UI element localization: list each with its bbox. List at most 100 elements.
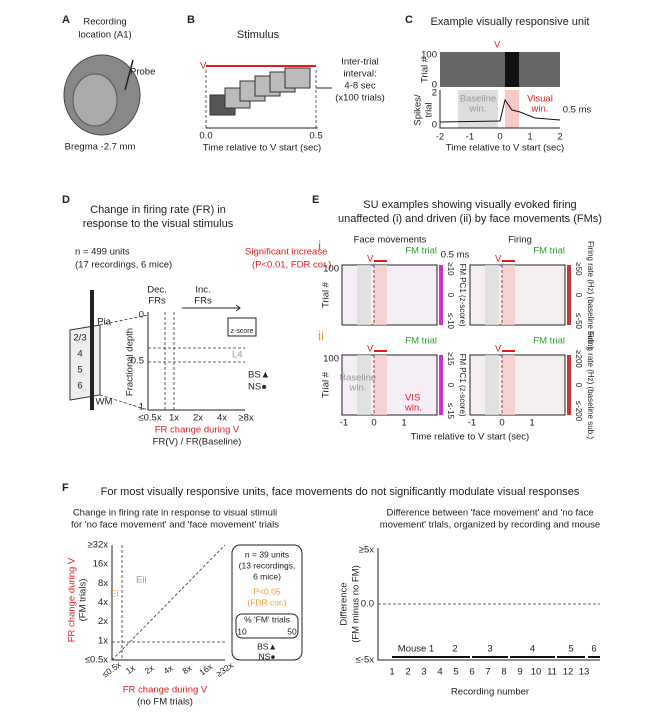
y-label: Trial # — [420, 56, 431, 83]
vis-win — [502, 355, 515, 415]
x-tick: 0 — [371, 418, 376, 429]
mouse-label: 3 — [487, 644, 492, 655]
zscore-box — [227, 317, 257, 337]
x-tick: 9 — [517, 667, 522, 678]
title: Change in firing rate (FR) in — [90, 204, 226, 216]
legend-box — [235, 613, 299, 639]
vis: win. — [404, 403, 422, 414]
colorbar — [439, 355, 443, 415]
x-label: (no FM trials) — [137, 697, 193, 708]
axes — [147, 312, 245, 411]
x-tick: 0 — [499, 418, 504, 429]
y-tick: ≤-5x — [356, 655, 375, 666]
psth-trace — [439, 98, 561, 123]
axes — [439, 90, 560, 129]
layer: 5 — [77, 365, 82, 376]
mouse-label: 6 — [591, 644, 596, 655]
title: unaffected (i) and driven (ii) by face m… — [338, 213, 602, 225]
raster — [440, 52, 560, 87]
headline: For most visually responsive units, face… — [101, 486, 580, 498]
x-label: Time relative to V start (sec) — [203, 143, 321, 154]
x-label: FR change during V — [123, 685, 208, 696]
cbar-tick: ≥50 — [574, 262, 583, 276]
row-label: i — [318, 238, 321, 254]
x-tick: 16x — [197, 661, 215, 677]
x-tick: 1x — [169, 413, 179, 424]
vis-win — [374, 265, 387, 325]
cbar-label: Firing rate (Hz) (baseline sub.) — [586, 241, 595, 349]
cbar-tick: ≥15 — [446, 352, 455, 366]
baseline: Baseline — [460, 94, 496, 105]
legend-text: NS● — [259, 651, 276, 661]
x-tick: 7 — [485, 667, 490, 678]
x-tick: 2 — [405, 667, 410, 678]
mouse-label: Mouse 1 — [398, 644, 434, 655]
v: V — [494, 40, 501, 51]
y-tick: 16x — [93, 559, 109, 570]
bregma: Bregma -2.7 mm — [65, 142, 136, 153]
cbar-tick: 0 — [574, 293, 583, 298]
y-tick: 2 — [432, 88, 437, 99]
cbar-tick: 0 — [446, 293, 455, 298]
y-tick: 0.5 — [131, 356, 144, 367]
x-tick: 4 — [437, 667, 442, 678]
brain-inner — [72, 73, 118, 127]
x-tick: ≤0.5x — [138, 413, 161, 424]
n: n = 499 units — [75, 247, 130, 258]
x-tick: -2 — [436, 132, 444, 143]
cbar-tick: 0 — [446, 383, 455, 388]
col-title: Face movements — [354, 235, 427, 246]
y-label: FR change during V — [67, 557, 78, 642]
inc: FRs — [194, 296, 212, 307]
x-tick: ≥8x — [238, 413, 253, 424]
x-tick: 8x — [180, 662, 194, 676]
title: Difference between 'face movement' and '… — [386, 508, 593, 519]
vis-win — [374, 355, 387, 415]
dec: Dec. — [147, 285, 167, 296]
y-tick: ≥32x — [87, 540, 108, 551]
x-tick: 0 — [497, 132, 502, 143]
zoom — [99, 314, 149, 411]
cbar-label: Firing rate (Hz) (baseline sub.) — [586, 331, 595, 439]
cbar-label: FM PC1 (z-score) — [458, 263, 467, 326]
row-label: ii — [318, 328, 324, 344]
mouse-label: 4 — [530, 644, 535, 655]
title: for 'no face movement' and 'face movemen… — [71, 520, 279, 531]
legend-text: 6 mice) — [253, 571, 281, 581]
title: Stimulus — [237, 29, 280, 41]
title: Example visually responsive unit — [431, 16, 590, 28]
scale: 0.5 ms — [563, 105, 592, 116]
y-label: (FM minus no FM) — [351, 565, 362, 643]
x-label: FR change during V — [155, 425, 240, 436]
legend-text: 50 — [287, 626, 297, 636]
interval: Inter-trial — [341, 57, 378, 68]
fm-trial: FM trial — [533, 336, 565, 347]
panel-label: C — [405, 14, 413, 26]
legend-text: P<0.05 — [253, 586, 280, 596]
fm-trial: FM trial — [405, 336, 437, 347]
y-tick: 0 — [139, 310, 144, 321]
x-tick: 10 — [531, 667, 542, 678]
x-tick: -1 — [466, 132, 474, 143]
n: (17 recordings, 6 mice) — [75, 260, 172, 271]
x-tick: 1 — [401, 418, 406, 429]
cbar-tick: ≤-50 — [574, 313, 583, 330]
vis-win — [502, 265, 515, 325]
y-tick: 1 — [139, 402, 144, 413]
v: V — [200, 61, 207, 72]
x-tick: -1 — [340, 418, 348, 429]
x-tick: ≥32x — [214, 660, 235, 679]
y-tick: 2x — [98, 616, 108, 627]
probe — [124, 59, 134, 91]
legend — [231, 544, 303, 661]
y-tick: 1x — [98, 635, 108, 646]
x-tick: 5 — [453, 667, 458, 678]
x-tick: 13 — [579, 667, 590, 678]
y-label: Trial # — [321, 371, 332, 398]
title: movement' trials, organized by recording… — [380, 520, 600, 531]
baseline-win — [357, 355, 371, 415]
dec: FRs — [148, 296, 166, 307]
x-tick: 2x — [193, 413, 203, 424]
heatmap — [341, 264, 438, 326]
